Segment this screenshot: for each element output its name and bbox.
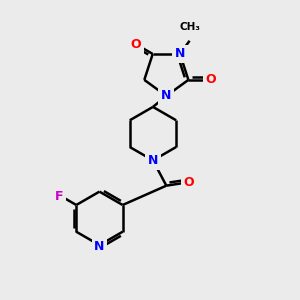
Text: N: N bbox=[148, 154, 158, 167]
Text: O: O bbox=[183, 176, 194, 189]
Text: N: N bbox=[175, 47, 185, 61]
Text: N: N bbox=[94, 240, 105, 253]
Text: N: N bbox=[161, 89, 172, 102]
Text: F: F bbox=[55, 190, 64, 202]
Text: CH₃: CH₃ bbox=[180, 22, 201, 32]
Text: O: O bbox=[206, 74, 216, 86]
Text: O: O bbox=[131, 38, 141, 51]
